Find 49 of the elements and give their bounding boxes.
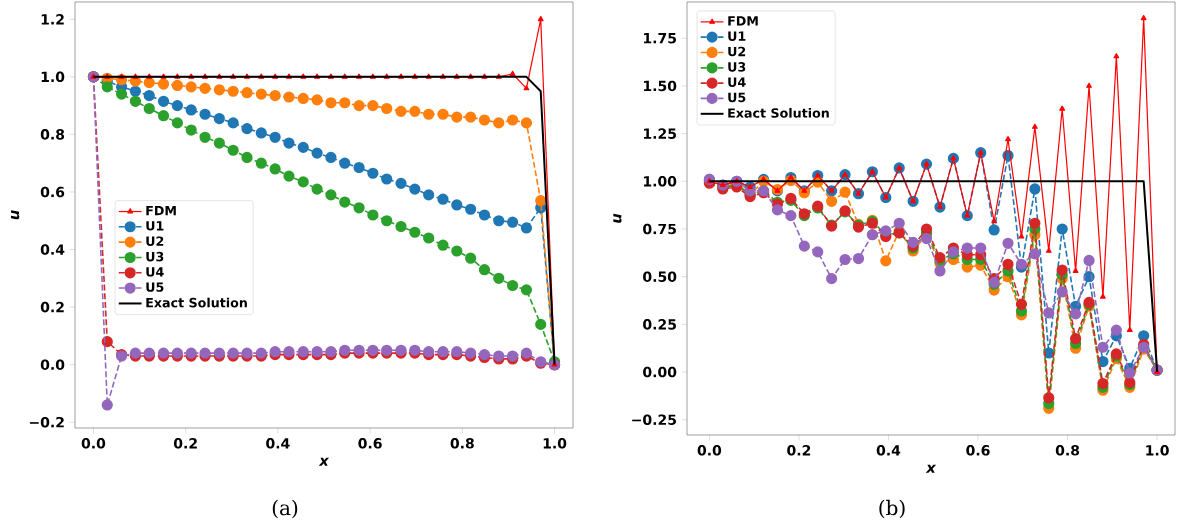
x-tick-label: 0.4 <box>266 438 290 449</box>
legend-label: U3 <box>728 62 746 72</box>
legend-label: U2 <box>146 236 164 246</box>
x-tick-label: 0.2 <box>173 438 197 449</box>
legend-label: Exact Solution <box>146 297 247 308</box>
legend-label: U5 <box>728 92 746 103</box>
legend-label: FDM <box>146 205 176 216</box>
y-tick-label: 0.0 <box>40 359 65 370</box>
legend-label: U2 <box>728 46 746 57</box>
legend-label: FDM <box>728 16 758 26</box>
y-tick-label: 1.25 <box>643 128 676 139</box>
x-tick-label: 0.6 <box>966 445 990 456</box>
x-axis-title: x <box>925 464 937 473</box>
y-tick-label: −0.2 <box>29 416 64 428</box>
y-tick-label: 1.2 <box>41 14 64 25</box>
x-tick-label: 1.0 <box>543 438 567 449</box>
y-tick-label: 1.75 <box>643 33 676 44</box>
y-tick-label: 0.4 <box>40 244 65 255</box>
legend-label: U4 <box>146 267 164 277</box>
x-tick-label: 0.8 <box>1055 445 1080 456</box>
x-tick-label: 0.6 <box>358 438 382 449</box>
y-tick-label: 0.75 <box>643 223 676 235</box>
x-axis-title: x <box>318 457 330 466</box>
y-tick-label: 0.50 <box>643 271 677 282</box>
y-tick-label: −0.25 <box>632 414 676 426</box>
legend-label: U1 <box>728 31 746 41</box>
x-tick-label: 0.2 <box>787 445 811 456</box>
text: (a) <box>272 499 298 519</box>
x-tick-label: 0.8 <box>450 438 474 449</box>
y-tick-label: 1.0 <box>41 71 65 83</box>
legend-label: Exact Solution <box>728 108 829 118</box>
y-axis-title: u <box>11 210 20 220</box>
y-tick-label: 1.00 <box>643 176 677 187</box>
y-tick-label: 0.25 <box>643 319 676 330</box>
legend-label: U4 <box>728 77 746 87</box>
x-tick-label: 0.4 <box>876 445 901 456</box>
y-tick-label: 0.8 <box>40 129 65 140</box>
legend-label: U5 <box>146 282 164 292</box>
x-tick-label: 0.0 <box>697 445 722 456</box>
x-tick-label: 1.0 <box>1146 445 1169 456</box>
y-tick-label: 0.2 <box>40 301 64 313</box>
x-tick-label: 0.0 <box>81 438 106 449</box>
y-axis-title: u <box>613 213 622 223</box>
legend-label: U3 <box>146 251 164 262</box>
y-tick-label: 0.00 <box>643 366 677 378</box>
y-tick-label: 1.50 <box>643 80 677 92</box>
text: (b) <box>879 499 905 519</box>
y-tick-label: 0.6 <box>40 186 65 198</box>
legend-label: U1 <box>146 221 164 231</box>
